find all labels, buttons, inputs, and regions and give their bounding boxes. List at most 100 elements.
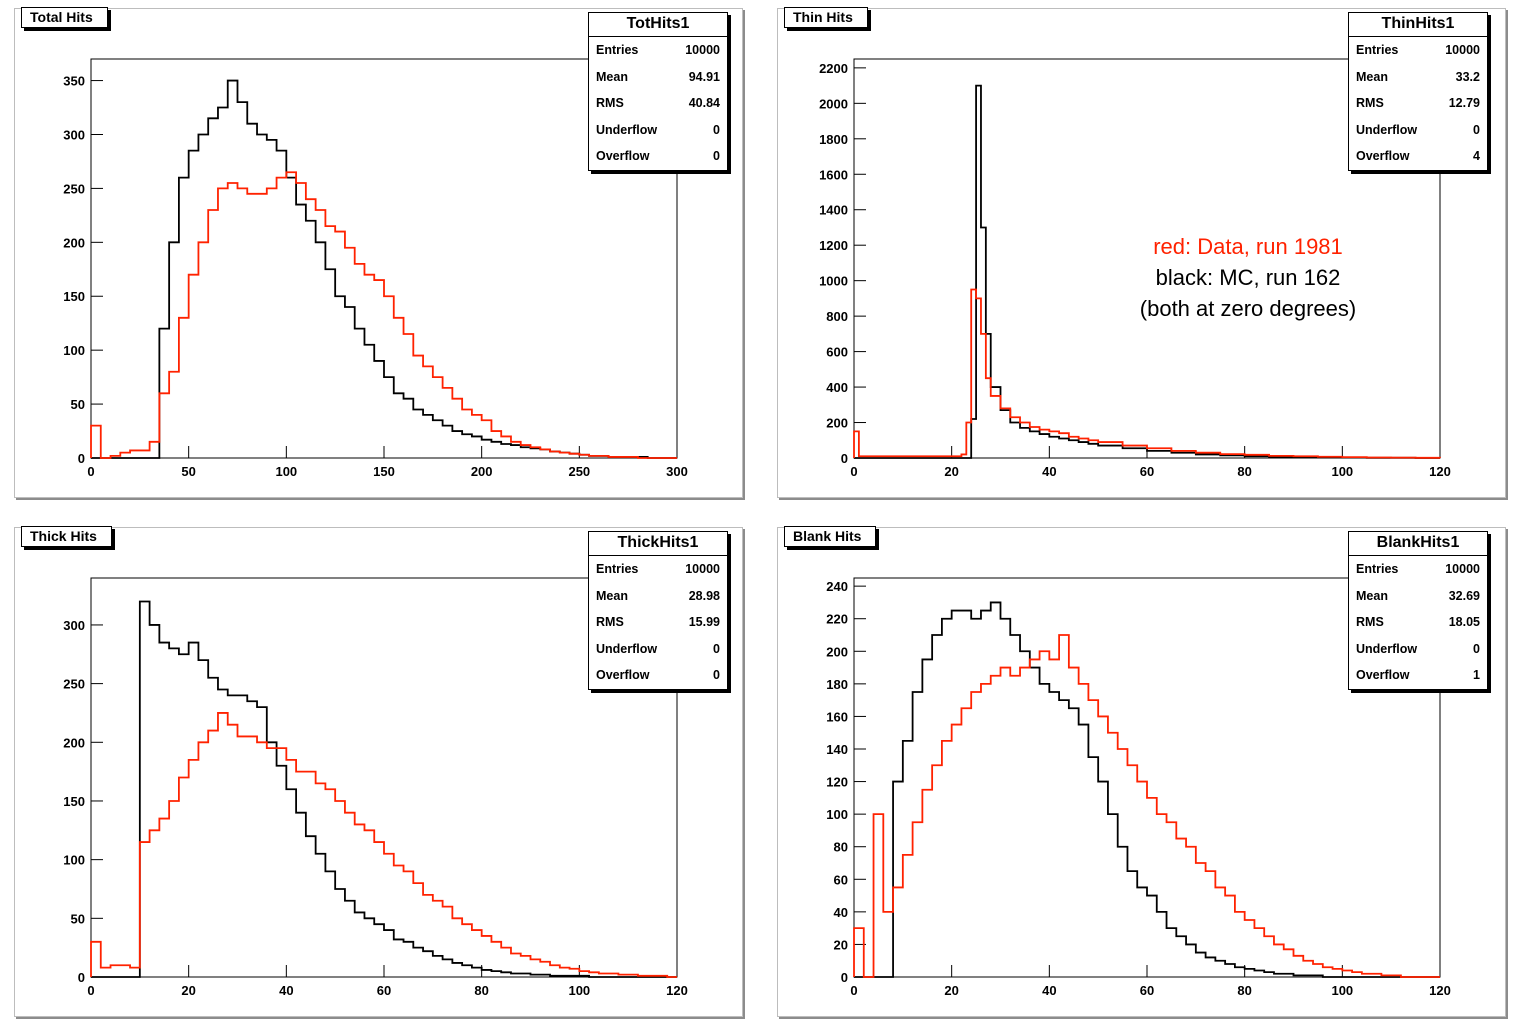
y-tick-label: 1000: [819, 274, 848, 289]
stat-label-underflow: Underflow: [1356, 122, 1418, 137]
stat-underflow: 0: [1473, 122, 1480, 137]
y-tick-label: 2200: [819, 61, 848, 76]
x-tick-label: 80: [1237, 983, 1251, 998]
stat-label-entries: Entries: [1356, 43, 1399, 57]
x-tick-label: 60: [377, 983, 391, 998]
legend: red: Data, run 1981 black: MC, run 162 (…: [1068, 231, 1428, 324]
x-tick-label: 100: [568, 983, 590, 998]
y-tick-label: 400: [826, 380, 848, 395]
series-data-line: [90, 712, 677, 978]
stat-label-entries: Entries: [596, 43, 639, 57]
y-tick-label: 350: [63, 74, 85, 89]
x-tick-label: 100: [275, 464, 297, 479]
stat-label-rms: RMS: [1356, 615, 1384, 629]
y-tick-label: 0: [78, 451, 85, 466]
stat-label-underflow: Underflow: [596, 122, 658, 137]
y-tick-label: 2000: [819, 96, 848, 111]
hist-name: ThinHits1: [1349, 13, 1487, 37]
series-data-line: [90, 171, 677, 459]
stat-label-rms: RMS: [1356, 96, 1384, 110]
stat-label-rms: RMS: [596, 615, 624, 629]
y-tick-label: 1400: [819, 203, 848, 218]
y-tick-label: 600: [826, 345, 848, 360]
y-tick-label: 60: [834, 872, 848, 887]
y-tick-label: 100: [63, 853, 85, 868]
x-tick-label: 150: [373, 464, 395, 479]
stat-label-mean: Mean: [1356, 588, 1388, 603]
x-tick-label: 120: [666, 983, 688, 998]
x-tick-label: 100: [1331, 464, 1353, 479]
panel-title: Blank Hits: [784, 526, 877, 547]
stat-label-rms: RMS: [596, 96, 624, 110]
panel-title: Thick Hits: [21, 526, 112, 547]
stat-label-mean: Mean: [1356, 69, 1388, 84]
y-tick-label: 50: [71, 397, 85, 412]
y-tick-label: 200: [63, 735, 85, 750]
y-tick-label: 80: [834, 840, 848, 855]
legend-mc: black: MC, run 162: [1155, 265, 1341, 290]
y-tick-label: 50: [71, 911, 85, 926]
x-tick-label: 20: [944, 983, 958, 998]
stat-rms: 18.05: [1448, 615, 1480, 629]
y-tick-label: 150: [63, 794, 85, 809]
y-tick-label: 800: [826, 309, 848, 324]
stat-overflow: 0: [713, 668, 720, 682]
stat-entries: 10000: [1445, 43, 1480, 57]
x-tick-label: 20: [944, 464, 958, 479]
y-tick-label: 300: [63, 127, 85, 142]
stat-entries: 10000: [685, 562, 720, 576]
stat-rms: 15.99: [688, 615, 720, 629]
x-tick-label: 60: [1140, 983, 1154, 998]
y-tick-label: 1800: [819, 132, 848, 147]
panel-title: Total Hits: [21, 7, 108, 28]
y-tick-label: 160: [826, 709, 848, 724]
y-tick-label: 0: [841, 451, 848, 466]
y-tick-label: 140: [826, 742, 848, 757]
y-tick-label: 0: [841, 970, 848, 985]
stat-underflow: 0: [713, 122, 720, 137]
y-tick-label: 0: [78, 970, 85, 985]
stat-label-overflow: Overflow: [596, 149, 650, 163]
histogram-blank-hits: 0 20 40 60 80 100 120 140 160 180 200 220 240 0 20 40 60…: [826, 577, 1451, 998]
panel-thick-hits: 0 50 100 150 200 250 300 0 20 40 60 80 100 120 Thick …: [14, 526, 743, 1017]
stat-label-underflow: Underflow: [596, 641, 658, 656]
stat-mean: 33.2: [1455, 69, 1480, 84]
stat-label-underflow: Underflow: [1356, 641, 1418, 656]
stat-label-overflow: Overflow: [596, 668, 650, 682]
histogram-thick-hits: 0 50 100 150 200 250 300 0 20 40 60 80 100 120: [63, 577, 688, 998]
stat-overflow: 4: [1473, 149, 1480, 163]
y-tick-label: 240: [826, 579, 848, 594]
x-tick-label: 80: [474, 983, 488, 998]
stat-mean: 28.98: [688, 588, 720, 603]
x-tick-label: 0: [850, 464, 857, 479]
stat-mean: 32.69: [1448, 588, 1480, 603]
y-tick-label: 100: [826, 807, 848, 822]
panel-blank-hits: 0 20 40 60 80 100 120 140 160 180 200 220 240 0 20 40 60…: [777, 526, 1506, 1017]
y-tick-label: 200: [63, 235, 85, 250]
stats-box: ThinHits1 Entries 10000 Mean 33.2 RMS 12.79…: [1348, 12, 1488, 171]
x-tick-label: 60: [1140, 464, 1154, 479]
stat-label-entries: Entries: [596, 562, 639, 576]
histogram-total-hits: 0 50 100 150 200 250 300 350 0 50 100 150 200 250 300: [63, 58, 688, 479]
x-tick-label: 200: [471, 464, 493, 479]
panel-title: Thin Hits: [784, 7, 868, 28]
y-tick-label: 250: [63, 181, 85, 196]
stat-label-overflow: Overflow: [1356, 668, 1410, 682]
stat-entries: 10000: [685, 43, 720, 57]
y-tick-label: 250: [63, 677, 85, 692]
y-tick-label: 200: [826, 644, 848, 659]
stats-box: ThickHits1 Entries 10000 Mean 28.98 RMS 15.…: [588, 531, 728, 690]
x-tick-label: 120: [1429, 983, 1451, 998]
stat-mean: 94.91: [688, 69, 720, 84]
stat-underflow: 0: [1473, 641, 1480, 656]
panel-total-hits: 0 50 100 150 200 250 300 350 0 50 100 150 200 250 300 …: [14, 7, 743, 498]
hist-name: ThickHits1: [589, 532, 727, 556]
series-data-line: [853, 288, 1441, 459]
y-tick-label: 200: [826, 416, 848, 431]
x-tick-label: 300: [666, 464, 688, 479]
series-mc-line: [854, 601, 1440, 978]
x-tick-label: 80: [1237, 464, 1251, 479]
x-tick-label: 40: [1042, 464, 1056, 479]
y-tick-label: 40: [834, 905, 848, 920]
y-tick-label: 120: [826, 775, 848, 790]
